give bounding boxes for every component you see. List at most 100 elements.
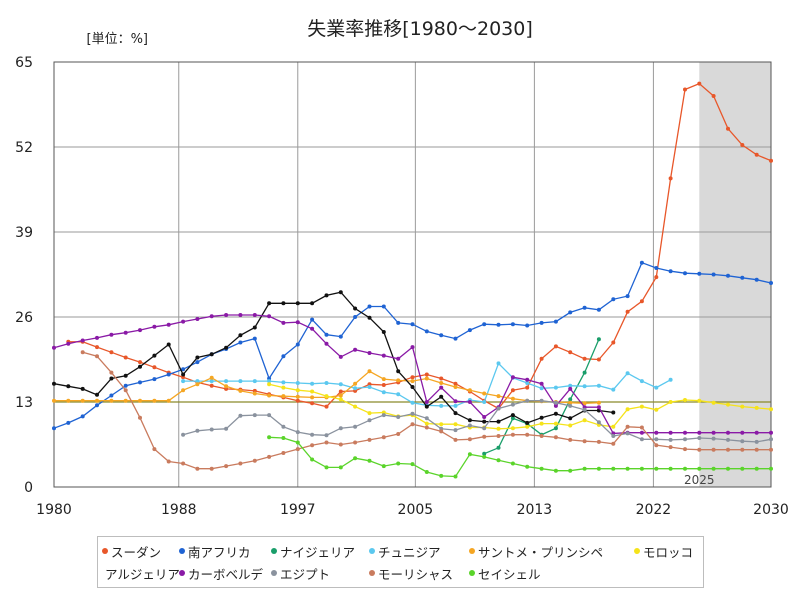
data-point [109,370,114,375]
data-point [510,432,515,437]
data-point [769,437,773,442]
data-point [539,356,544,361]
legend-item: スーダン [102,542,179,561]
data-point [281,451,286,455]
data-point [424,416,429,421]
data-point [281,354,286,359]
data-point [209,379,214,384]
data-point [639,260,644,265]
data-point [381,377,386,382]
data-point [295,320,300,325]
legend-label: スーダン [111,544,162,560]
data-point [711,94,716,98]
data-point [353,424,358,429]
data-point [252,336,257,341]
data-point [668,430,673,435]
data-point [424,470,429,474]
data-point [310,326,315,331]
series-6 [267,382,773,431]
data-point [338,426,343,431]
data-point [224,313,229,317]
data-point [740,404,745,409]
data-point [525,377,530,382]
data-point [568,423,573,428]
data-point [740,143,745,147]
data-point [353,347,358,352]
data-point [539,434,544,438]
data-point [711,466,716,471]
data-point [482,391,487,396]
data-point [367,385,372,389]
data-point [553,403,558,408]
data-point [338,465,343,470]
data-point [123,383,128,388]
data-point [424,329,429,334]
data-point [109,398,114,403]
data-point [267,314,272,319]
data-point [467,437,472,442]
data-point [66,341,71,346]
data-point [453,437,458,442]
data-point [582,384,587,389]
data-point [252,458,257,463]
data-point [396,369,401,374]
data-point [625,309,630,314]
data-point [396,432,401,436]
legend-label: ナイジェリア [280,544,356,560]
data-point [381,330,386,334]
data-point [697,447,702,452]
data-point [281,385,286,390]
data-point [209,375,214,380]
data-point [224,426,229,431]
data-point [381,304,386,309]
data-point [568,403,573,408]
data-point [467,400,472,404]
data-point [281,394,286,399]
data-point [582,356,587,361]
data-point [381,383,386,387]
legend-item: ナイジェリア [271,542,369,561]
data-point [482,419,487,424]
data-point [295,342,300,347]
data-point [209,466,214,471]
data-point [267,382,272,387]
data-point [295,394,300,399]
data-point [496,426,501,431]
data-point [410,462,415,467]
data-point [596,337,601,342]
data-point [238,379,243,384]
data-point [654,275,659,280]
data-point [424,372,429,377]
data-point [582,466,587,471]
data-point [625,466,630,471]
data-point [525,381,530,385]
data-point [166,372,171,377]
y-tick-label: 0 [24,480,33,496]
legend-marker [469,548,475,554]
data-point [453,474,458,479]
data-point [410,322,415,327]
data-point [267,435,272,440]
data-point [525,398,530,403]
data-point [510,322,515,327]
legend-label: アルジェリア [105,566,180,582]
data-point [639,404,644,409]
data-point [711,430,716,435]
data-point [654,466,659,471]
data-point [553,426,558,431]
plot-frame [53,61,772,488]
data-point [181,319,186,324]
data-point [596,466,601,471]
data-point [683,271,687,276]
data-point [525,464,530,469]
data-point [697,436,702,440]
data-point [123,398,128,403]
data-point [568,437,573,442]
data-point [683,466,687,471]
data-point [496,419,501,424]
data-point [740,447,745,452]
x-tick-label: 1988 [161,502,197,518]
data-point [582,305,587,310]
data-point [611,424,616,429]
data-point [539,421,544,426]
